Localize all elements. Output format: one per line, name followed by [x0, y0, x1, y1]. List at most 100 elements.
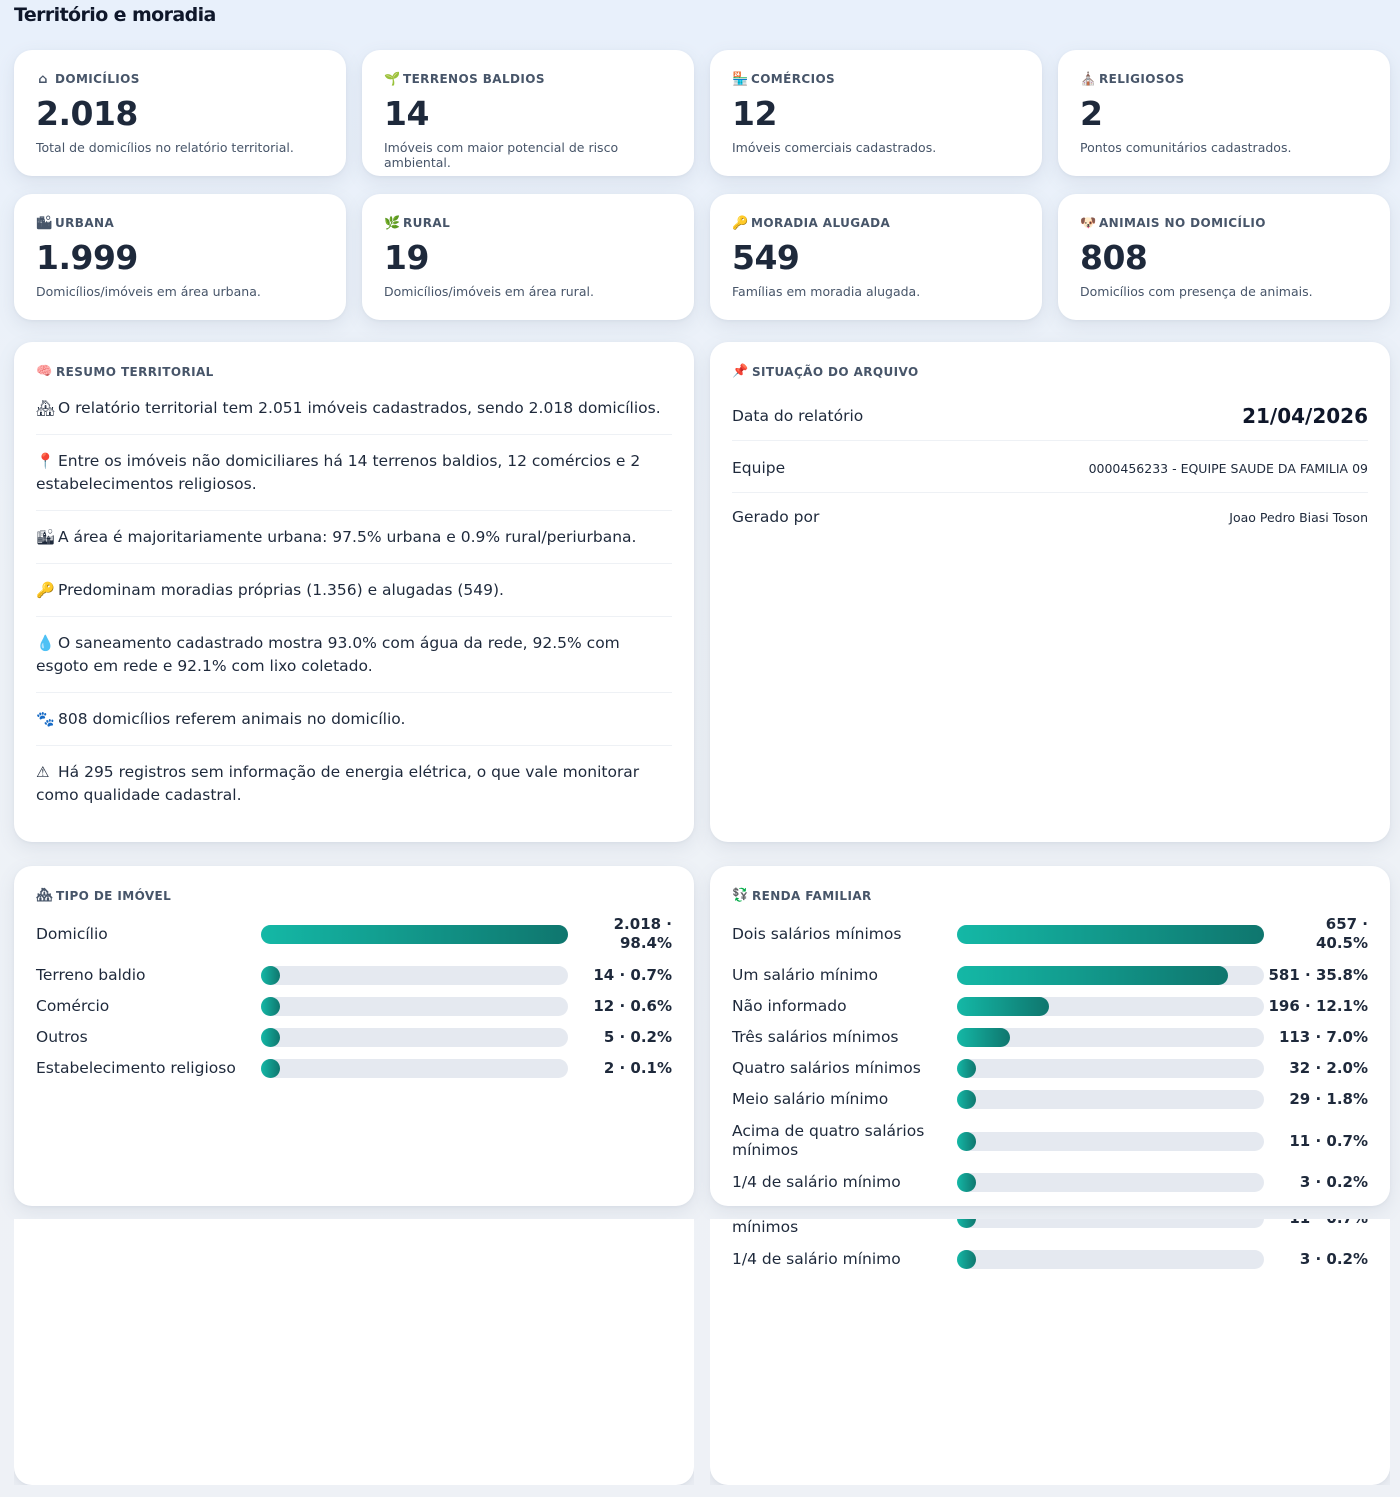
bar-track [956, 966, 1265, 985]
kpi-value: 2.018 [36, 94, 138, 133]
archive-value: 0000456233 - EQUIPE SAUDE DA FAMILIA 09 [1088, 460, 1368, 476]
kpi-description: Domicílios com presença de animais. [1080, 284, 1313, 299]
archive-value: 21/04/2026 [1242, 404, 1368, 428]
divider [732, 440, 1368, 441]
bar-fill [260, 997, 280, 1016]
kpi-card: 🏪 COMÉRCIOS 12 Imóveis comerciais cadastrad… [710, 50, 1042, 176]
archive-label: Data do relatório [732, 407, 864, 425]
kpi-value: 14 [384, 94, 429, 133]
bar-value: 657 · 40.5% [1315, 915, 1368, 952]
pet-icon: 🐶 [1080, 215, 1097, 231]
summary-text: 808 domicílios referem animais no domicí… [58, 710, 406, 728]
bar-value: 2.018 · 98.4% [613, 915, 672, 952]
summary-text: O saneamento cadastrado mostra 93.0% com… [36, 634, 620, 675]
key-icon: 🔑 [732, 215, 749, 231]
bar-fill [260, 924, 569, 944]
key-icon: 🔑 [36, 581, 55, 599]
bar-row: Domicílio 2.018 · 98.4% [36, 914, 672, 954]
kpi-card: ⛪ RELIGIOSOS 2 Pontos comunitários cadastra… [1058, 50, 1390, 176]
kpi-value: 2 [1080, 94, 1103, 133]
bar-fill [956, 1131, 976, 1151]
kpi-card: 🌱 TERRENOS BALDIOS 14 Imóveis com maior pot… [362, 50, 694, 176]
seedling-icon: 🌱 [384, 71, 401, 87]
bar-row: Outros 5 · 0.2% [36, 1028, 672, 1047]
archive-row-date: Data do relatório 21/04/2026 [732, 404, 1368, 428]
archive-label: Equipe [732, 459, 786, 477]
kpi-value: 12 [732, 94, 777, 133]
summary-text: Entre os imóveis não domiciliares há 14 … [36, 452, 641, 493]
kpi-description: Domicílios/imóveis em área rural. [384, 284, 594, 299]
bar-value: 3 · 0.2% [1299, 1173, 1368, 1191]
summary-item: 📍 Entre os imóveis não domiciliares há 14… [36, 450, 672, 511]
bar-value: 32 · 2.0% [1289, 1059, 1368, 1077]
bar-fill [260, 1059, 280, 1078]
store-icon: 🏪 [732, 71, 749, 87]
bar-fill [956, 1028, 1010, 1047]
kpi-card: 🔑 MORADIA ALUGADA 549 Famílias em moradia a… [710, 194, 1042, 320]
bar-row: Meio salário mínimo 29 · 1.8% [732, 1090, 1368, 1109]
bar-label: Dois salários mínimos [732, 924, 902, 943]
summary-text: O relatório territorial tem 2.051 imóvei… [58, 399, 661, 417]
kpi-label: DOMICÍLIOS [55, 72, 140, 86]
bar-fill [956, 1090, 976, 1109]
paw-icon: 🐾 [36, 710, 55, 728]
kpi-card: 🏙 URBANA 1.999 Domicílios/imóveis em área u… [14, 194, 346, 320]
bar-row: Acima de quatro salários mínimos 11 · 0.7… [732, 1121, 1368, 1161]
summary-text: Há 295 registros sem informação de energ… [36, 763, 640, 804]
bar-row: 1/4 de salário mínimo 3 · 0.2% [732, 1173, 1368, 1192]
summary-card: 🧠 RESUMO TERRITORIAL 🏘 O relatório territ… [14, 342, 694, 842]
droplet-icon: 💧 [36, 634, 55, 652]
bar-row: Um salário mínimo 581 · 35.8% [732, 966, 1368, 985]
bar-label: Quatro salários mínimos [732, 1059, 921, 1077]
archive-row-team: Equipe 0000456233 - EQUIPE SAUDE DA FAMI… [732, 459, 1368, 477]
bar-value: 11 · 0.7% [1264, 1219, 1368, 1228]
bar-track [956, 924, 1265, 944]
bar-row: Comércio 12 · 0.6% [36, 997, 672, 1016]
church-icon: ⛪ [1080, 71, 1097, 87]
kpi-value: 808 [1080, 238, 1148, 277]
bar-track [260, 997, 569, 1016]
kpi-description: Domicílios/imóveis em área urbana. [36, 284, 261, 299]
bar-value: 29 · 1.8% [1289, 1090, 1368, 1108]
kpi-description: Imóveis comerciais cadastrados. [732, 140, 937, 155]
archive-card: 📌 SITUAÇÃO DO ARQUIVO Data do relatório … [710, 342, 1390, 842]
bar-label: Meio salário mínimo [732, 1090, 889, 1108]
kpi-card: 🌿 RURAL 19 Domicílios/imóveis em área rural… [362, 194, 694, 320]
bar-track [956, 1250, 1265, 1269]
bar-row: Dois salários mínimos 657 · 40.5% [732, 914, 1368, 954]
bar-row: Quatro salários mínimos 32 · 2.0% [732, 1059, 1368, 1078]
bar-label: Comércio [36, 997, 110, 1015]
bar-label: 1/4 de salário mínimo [732, 1250, 901, 1268]
bar-label: Um salário mínimo [732, 966, 878, 984]
kpi-label: URBANA [55, 216, 115, 230]
kpi-label: ANIMAIS NO DOMICÍLIO [1099, 216, 1266, 230]
renda-familiar-title: RENDA FAMILIAR [752, 888, 872, 903]
summary-item: 🐾 808 domicílios referem animais no domic… [36, 708, 672, 746]
bar-fill [260, 1028, 280, 1047]
archive-value: Joao Pedro Biasi Toson [1229, 509, 1368, 525]
bar-fill [956, 1250, 976, 1269]
renda-familiar-card: 💱 RENDA FAMILIAR Dois salários mínimos 65… [710, 866, 1390, 1206]
bar-track [956, 1059, 1265, 1078]
house-icon: ⌂ [38, 71, 48, 87]
houses-icon: 🏘 [36, 888, 53, 903]
archive-row-author: Gerado por Joao Pedro Biasi Toson [732, 508, 1368, 526]
bar-track [956, 1219, 1265, 1228]
kpi-label: RURAL [403, 216, 451, 230]
bar-value: 2 · 0.1% [603, 1059, 672, 1077]
kpi-value: 1.999 [36, 238, 138, 277]
kpi-description: Pontos comunitários cadastrados. [1080, 140, 1292, 155]
summary-title: RESUMO TERRITORIAL [56, 364, 214, 379]
pushpin-icon: 📌 [732, 364, 749, 379]
bar-value: 113 · 7.0% [1278, 1028, 1368, 1046]
kpi-value: 549 [732, 238, 800, 277]
bar-row: Não informado 196 · 12.1% [732, 997, 1368, 1016]
bar-track [956, 1028, 1265, 1047]
kpi-label: TERRENOS BALDIOS [403, 72, 545, 86]
divider [732, 492, 1368, 493]
summary-text: Predominam moradias próprias (1.356) e a… [58, 581, 504, 599]
bar-label: Acima de quatro salários mínimos [732, 1219, 799, 1236]
tipo-imovel-card: 🏘 TIPO DE IMÓVEL Domicílio 2.018 · 98.4% T… [14, 866, 694, 1206]
